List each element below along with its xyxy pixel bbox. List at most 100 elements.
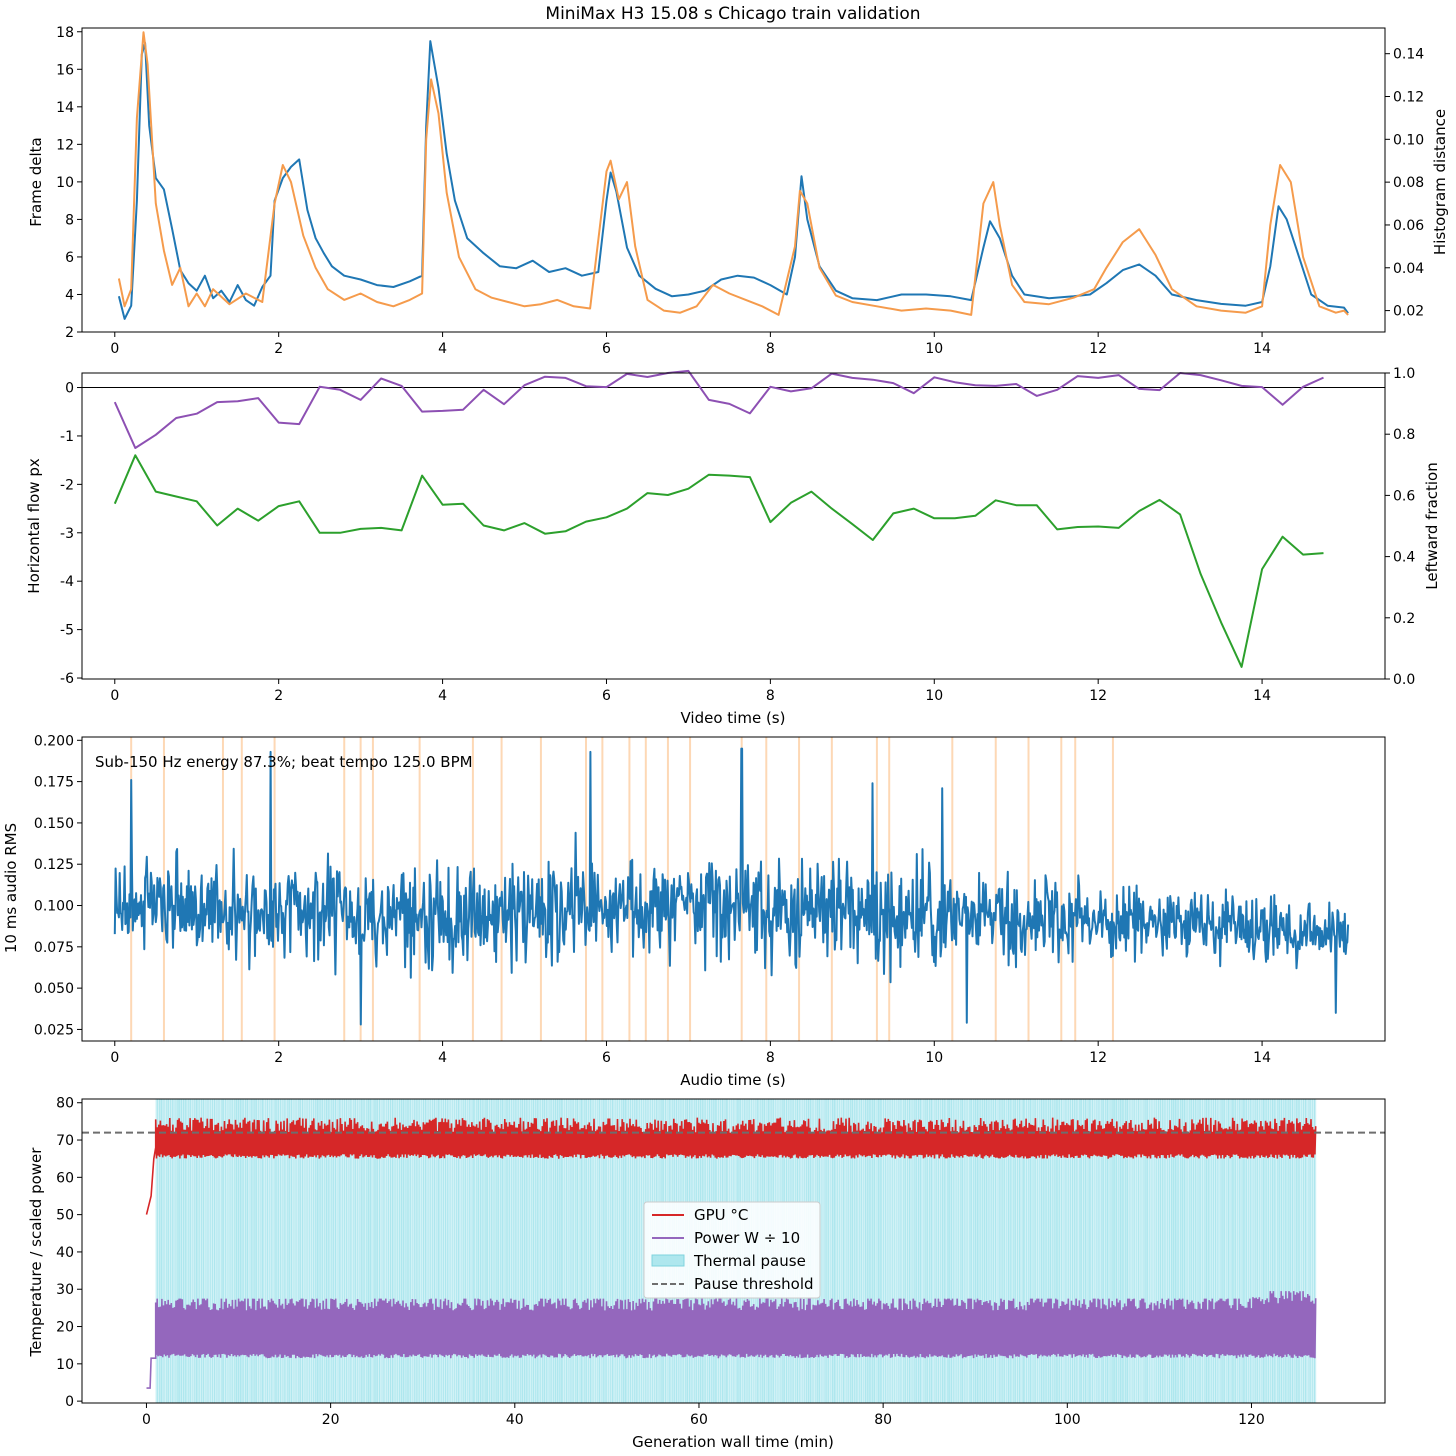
- y-tick-label: 0.175: [34, 775, 74, 791]
- x-tick-label: 4: [438, 688, 447, 704]
- y-tick-label: 70: [56, 1133, 74, 1149]
- thermal-pause-stripes: [155, 1099, 1317, 1403]
- x-tick-label: 2: [274, 1050, 283, 1066]
- histogram-distance-series-line: [117, 31, 1349, 316]
- panel-1-ylabel: Horizontal flow px: [25, 458, 43, 594]
- x-tick-label: 20: [322, 1412, 340, 1428]
- x-tick-label: 14: [1253, 688, 1271, 704]
- y-tick-label: 18: [56, 25, 74, 41]
- power-series-line: [146, 1291, 1317, 1389]
- panel-2-annotation: Sub-150 Hz energy 87.3%; beat tempo 125.…: [95, 753, 473, 771]
- y-tick-label: -4: [60, 574, 74, 590]
- x-tick-label: 4: [438, 1050, 447, 1066]
- legend-label-power: Power W ÷ 10: [694, 1229, 800, 1247]
- x-tick-label: 80: [874, 1412, 892, 1428]
- frame-delta-panel: 0 2 4 6 8 10 12 14 2 4 6 8 10 12 14 16 18 0.02 0.04 0.06 0.0…: [56, 25, 1424, 357]
- y-tick-label: 0.125: [34, 857, 74, 873]
- y-tick-label: 30: [56, 1282, 74, 1298]
- y2-tick-label: 0.0: [1393, 672, 1415, 688]
- x-tick-label: 10: [925, 1050, 943, 1066]
- panel-1-xlabel: Video time (s): [681, 709, 786, 727]
- plot-frame: [81, 372, 1386, 680]
- audio-rms-series-line: [113, 747, 1350, 1026]
- y-tick-label: 0.200: [34, 733, 74, 749]
- panel-2-ylabel: 10 ms audio RMS: [2, 823, 20, 953]
- x-tick-label: 12: [1089, 1050, 1107, 1066]
- x-tick-label: 12: [1089, 341, 1107, 357]
- x-tick-label: 10: [925, 341, 943, 357]
- panel-3-ylabel: Temperature / scaled power: [27, 1147, 45, 1358]
- y2-tick-label: 0.08: [1393, 175, 1424, 191]
- audio-rms-panel: 0 2 4 6 8 10 12 14 0.025 0.050 0.075 0.100 0.125 0.15…: [34, 733, 1386, 1066]
- y-tick-label: 40: [56, 1245, 74, 1261]
- y-tick-label: 12: [56, 137, 74, 153]
- y-tick-label: 0: [65, 381, 74, 397]
- y-tick-label: 4: [65, 287, 74, 303]
- y2-tick-label: 0.12: [1393, 90, 1424, 106]
- x-tick-label: 60: [690, 1412, 708, 1428]
- leftward-fraction-series-line: [113, 369, 1324, 449]
- x-tick-label: 120: [1238, 1412, 1265, 1428]
- y2-tick-label: 0.6: [1393, 488, 1415, 504]
- y-tick-label: -5: [60, 623, 74, 639]
- y2-tick-label: 1.0: [1393, 366, 1415, 382]
- frame-delta-series-line: [117, 40, 1349, 320]
- x-tick-label: 8: [766, 688, 775, 704]
- y-tick-label: 0.025: [34, 1022, 74, 1038]
- x-tick-label: 2: [274, 688, 283, 704]
- x-tick-label: 0: [110, 1050, 119, 1066]
- panel-0-ylabel: Frame delta: [27, 137, 45, 227]
- y-tick-label: 20: [56, 1320, 74, 1336]
- x-tick-label: 6: [602, 688, 611, 704]
- x-tick-label: 14: [1253, 341, 1271, 357]
- x-tick-label: 0: [110, 341, 119, 357]
- y2-tick-label: 0.14: [1393, 47, 1424, 63]
- x-tick-label: 40: [506, 1412, 524, 1428]
- y-tick-label: -1: [60, 429, 74, 445]
- x-tick-label: 2: [274, 341, 283, 357]
- plot-frame: [81, 27, 1386, 333]
- x-tick-label: 0: [110, 688, 119, 704]
- y2-tick-label: 0.02: [1393, 304, 1424, 320]
- x-tick-label: 10: [925, 688, 943, 704]
- plot-frame: [81, 1098, 1386, 1404]
- y-tick-label: 0.075: [34, 940, 74, 956]
- panel-2-xlabel: Audio time (s): [680, 1071, 786, 1089]
- y-tick-label: -3: [60, 526, 74, 542]
- y2-tick-label: 0.2: [1393, 611, 1415, 627]
- y-tick-label: 0.150: [34, 816, 74, 832]
- y-tick-label: 50: [56, 1208, 74, 1224]
- x-tick-label: 12: [1089, 688, 1107, 704]
- thermal-legend: GPU °C Power W ÷ 10 Thermal pause Pause …: [643, 1201, 821, 1299]
- legend-swatch-pause: [651, 1254, 685, 1267]
- x-tick-label: 8: [766, 341, 775, 357]
- panel-0-y2label: Histogram distance: [1431, 109, 1449, 255]
- panel-1-y2label: Leftward fraction: [1423, 462, 1441, 590]
- gpu-temperature-series-line: [145, 1117, 1317, 1215]
- y2-tick-label: 0.06: [1393, 218, 1424, 234]
- y-tick-label: 8: [65, 212, 74, 228]
- y-tick-label: 14: [56, 100, 74, 116]
- y2-tick-label: 0.4: [1393, 550, 1415, 566]
- x-tick-label: 100: [1054, 1412, 1081, 1428]
- panel-3-xlabel: Generation wall time (min): [632, 1433, 834, 1451]
- y-tick-label: 10: [56, 175, 74, 191]
- y-tick-label: 10: [56, 1357, 74, 1373]
- y2-tick-label: 0.10: [1393, 132, 1424, 148]
- y-tick-label: 60: [56, 1170, 74, 1186]
- x-tick-label: 0: [142, 1412, 151, 1428]
- x-tick-label: 6: [602, 341, 611, 357]
- x-tick-label: 4: [438, 341, 447, 357]
- legend-box: [643, 1201, 821, 1299]
- horizontal-flow-panel: 0 2 4 6 8 10 12 14 -6 -5 -4 -3 -2 -1 0 0.0 0.2 0.4 0.6 0.8 1…: [60, 366, 1415, 704]
- y-tick-label: 0.050: [34, 981, 74, 997]
- y-tick-label: 2: [65, 325, 74, 341]
- plot-frame: [81, 736, 1386, 1042]
- chart-title: MiniMax H3 15.08 s Chicago train validat…: [545, 4, 920, 24]
- y-tick-label: 0: [65, 1394, 74, 1410]
- x-tick-label: 14: [1253, 1050, 1271, 1066]
- y2-tick-label: 0.04: [1393, 261, 1424, 277]
- x-tick-label: 8: [766, 1050, 775, 1066]
- y-tick-label: -6: [60, 671, 74, 687]
